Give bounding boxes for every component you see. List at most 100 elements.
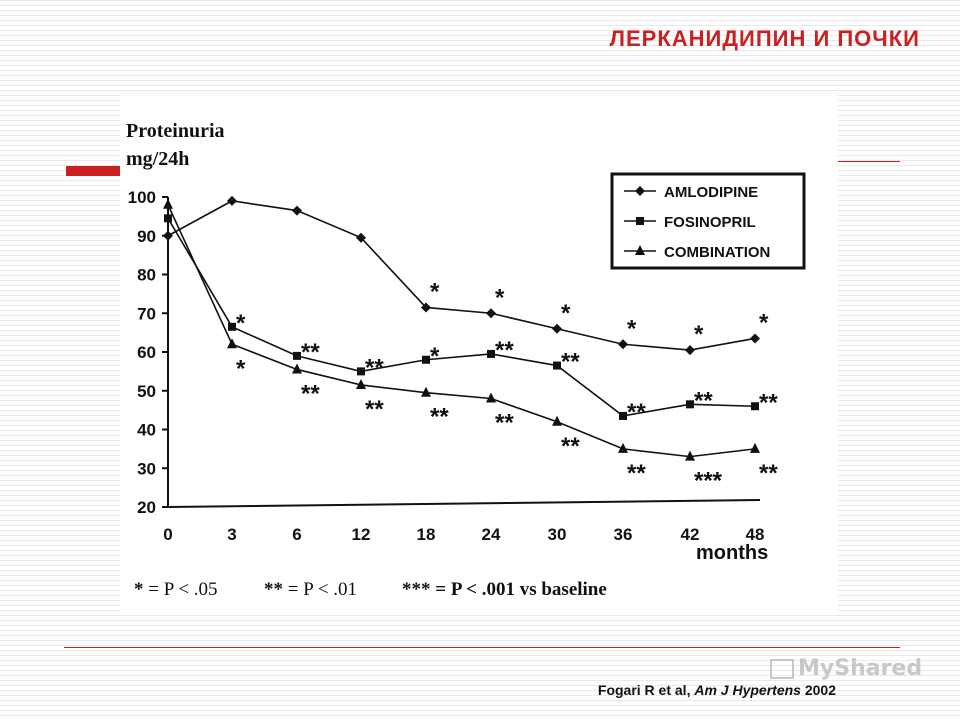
x-tick-label: 36: [614, 525, 633, 544]
data-point-combination: [618, 442, 628, 453]
y-tick-label: 80: [137, 266, 156, 285]
x-tick-label: 18: [417, 525, 436, 544]
data-point-fosinopril: [553, 361, 561, 370]
data-point-combination: [750, 442, 760, 453]
series-line-combination: [167, 204, 756, 458]
legend-marker-combination: [635, 245, 645, 255]
x-tick-label: 6: [292, 525, 301, 544]
chart-svg: Proteinuria mg/24h 20 30 40 50 60 70 80 90 100 0…: [126, 120, 806, 600]
significance-marker-amlodipine: *: [495, 284, 505, 311]
data-point-amlodipine: [552, 323, 562, 334]
legend-marker-amlodipine: [635, 186, 645, 196]
footnote-p05: * = P < .05: [134, 579, 218, 600]
legend-label-amlodipine: AMLODIPINE: [664, 184, 758, 201]
data-point-fosinopril: [228, 322, 236, 331]
significance-marker-fosinopril: **: [301, 339, 320, 366]
citation: Fogari R et al, Am J Hypertens 2002: [598, 682, 836, 698]
significance-marker-combination: **: [430, 404, 449, 431]
x-tick-label: 48: [746, 525, 765, 544]
citation-journal: Am J Hypertens: [694, 682, 801, 698]
y-tick-label: 50: [137, 382, 156, 401]
x-tick-label: 12: [352, 525, 371, 544]
legend-label-fosinopril: FOSINOPRIL: [664, 214, 756, 231]
significance-marker-amlodipine: *: [759, 309, 769, 336]
citation-authors: Fogari R et al,: [597, 682, 695, 698]
watermark-text: MyShared: [798, 656, 923, 681]
y-axis-label: Proteinuria: [126, 120, 225, 142]
data-point-amlodipine: [750, 333, 760, 344]
y-tick-label: 100: [128, 188, 156, 207]
significance-marker-fosinopril: *: [236, 310, 246, 337]
watermark: MyShared: [770, 656, 922, 681]
footnote-p01-symbol: **: [264, 579, 283, 600]
significance-marker-combination: **: [365, 396, 384, 423]
data-point-amlodipine: [163, 230, 173, 241]
red-accent-line: [838, 161, 900, 162]
data-point-combination: [356, 378, 366, 389]
series-line-amlodipine: [167, 200, 756, 351]
slide-title: ЛЕРКАНИДИПИН И ПОЧКИ: [609, 26, 920, 51]
significance-marker-amlodipine: *: [430, 278, 440, 305]
x-tick-label: 0: [163, 525, 172, 544]
footnote-p001-symbol: ***: [402, 579, 431, 600]
footnote-p001-text: = P < .001 vs baseline: [431, 579, 607, 600]
significance-marker-combination: **: [495, 410, 514, 437]
footnote-p01-text: = P < .01: [283, 579, 357, 600]
significance-marker-amlodipine: *: [561, 300, 571, 327]
data-point-combination: [163, 198, 173, 209]
data-point-amlodipine: [486, 308, 496, 319]
data-point-fosinopril: [487, 349, 495, 358]
y-tick-label: 90: [137, 227, 156, 246]
red-accent-bar: [66, 166, 126, 176]
significance-marker-fosinopril: **: [759, 389, 778, 416]
data-point-fosinopril: [619, 411, 627, 420]
data-point-amlodipine: [292, 205, 302, 216]
data-point-fosinopril: [357, 367, 365, 376]
footnote-p05-text: = P < .05: [144, 579, 218, 600]
legend-marker-fosinopril: [636, 217, 644, 225]
significance-marker-fosinopril: **: [694, 387, 713, 414]
significance-marker-fosinopril: **: [365, 354, 384, 381]
significance-marker-amlodipine: *: [694, 321, 704, 348]
data-point-amlodipine: [618, 339, 628, 350]
significance-marker-combination: **: [759, 460, 778, 487]
data-point-amlodipine: [356, 232, 366, 243]
data-point-fosinopril: [422, 355, 430, 364]
significance-marker-fosinopril: *: [430, 343, 440, 370]
significance-marker-fosinopril: **: [561, 349, 580, 376]
legend-label-combination: COMBINATION: [664, 244, 770, 261]
y-tick-label: 30: [137, 459, 156, 478]
significance-marker-combination: *: [236, 355, 246, 382]
data-point-combination: [685, 450, 695, 461]
significance-marker-combination: **: [627, 460, 646, 487]
x-tick-label: 3: [227, 525, 236, 544]
footnote-p001: *** = P < .001 vs baseline: [402, 579, 607, 600]
data-point-amlodipine: [227, 195, 237, 206]
x-tick-label: 42: [681, 525, 700, 544]
significance-marker-combination: **: [561, 433, 580, 460]
data-point-combination: [486, 392, 496, 403]
x-axis-label: months: [696, 542, 768, 564]
data-point-amlodipine: [421, 302, 431, 313]
x-tick-label: 30: [548, 525, 567, 544]
bottom-rule: [64, 647, 900, 648]
footnote-p01: ** = P < .01: [264, 579, 357, 600]
significance-marker-amlodipine: *: [627, 315, 637, 342]
significance-marker-combination: **: [301, 380, 320, 407]
y-tick-label: 70: [137, 304, 156, 323]
proteinuria-chart: Proteinuria mg/24h 20 30 40 50 60 70 80 90 100 0…: [120, 95, 838, 615]
significance-marker-fosinopril: **: [495, 337, 514, 364]
x-axis-line: [167, 499, 761, 508]
data-point-combination: [552, 415, 562, 426]
data-point-fosinopril: [293, 351, 301, 360]
data-point-fosinopril: [686, 400, 694, 409]
data-point-combination: [227, 338, 237, 349]
x-tick-label: 24: [482, 525, 501, 544]
footnote-p05-symbol: *: [134, 579, 144, 600]
data-point-combination: [421, 386, 431, 397]
data-point-combination: [292, 363, 302, 374]
significance-marker-combination: ***: [694, 468, 723, 495]
y-tick-label: 60: [137, 343, 156, 362]
watermark-icon: [770, 659, 794, 679]
data-point-amlodipine: [685, 345, 695, 356]
